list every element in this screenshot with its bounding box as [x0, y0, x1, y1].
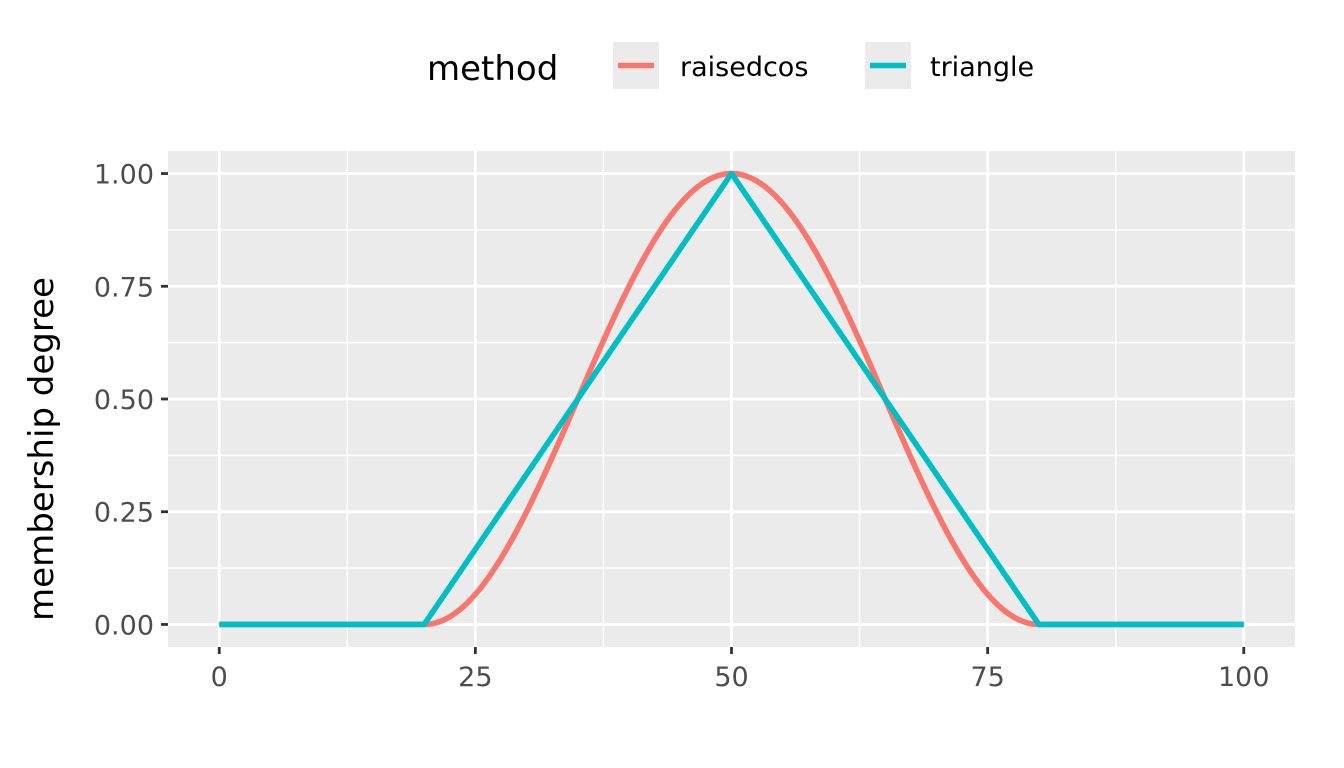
x-tick-label: 75	[970, 662, 1004, 693]
x-tick-label: 100	[1218, 662, 1270, 693]
y-tick-label: 0.25	[94, 498, 154, 529]
legend-item-triangle: triangle	[865, 42, 1034, 89]
legend: method raisedcos triangle	[427, 42, 1034, 89]
legend-label: raisedcos	[680, 52, 808, 83]
x-tick-label: 25	[458, 662, 492, 693]
x-tick-label: 0	[211, 662, 228, 693]
y-tick-label: 0.75	[94, 272, 154, 303]
legend-label: triangle	[930, 52, 1034, 83]
legend-title: method	[427, 49, 558, 89]
y-axis-title: membership degree	[22, 277, 62, 621]
series-line-triangle	[219, 170, 1244, 628]
y-tick-label: 0.00	[94, 610, 154, 641]
y-tick-label: 1.00	[94, 160, 154, 191]
legend-item-raisedcos: raisedcos	[613, 42, 808, 89]
y-tick-label: 0.50	[94, 385, 154, 416]
x-tick-label: 50	[714, 662, 748, 693]
